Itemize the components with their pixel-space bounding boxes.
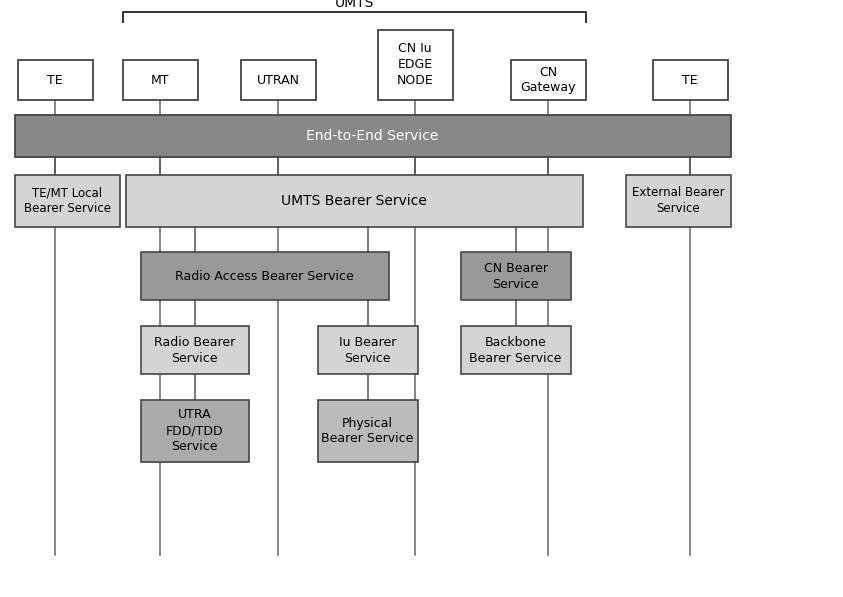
- Text: Radio Bearer
Service: Radio Bearer Service: [154, 336, 235, 365]
- Bar: [240, 60, 315, 100]
- Text: UMTS Bearer Service: UMTS Bearer Service: [281, 194, 427, 208]
- Text: TE/MT Local
Bearer Service: TE/MT Local Bearer Service: [24, 186, 110, 216]
- Bar: [126, 175, 583, 227]
- Text: External Bearer
Service: External Bearer Service: [631, 186, 724, 216]
- Bar: [318, 400, 417, 462]
- Text: CN Iu
EDGE
NODE: CN Iu EDGE NODE: [396, 42, 433, 88]
- Bar: [460, 326, 571, 374]
- Bar: [141, 326, 249, 374]
- Text: UTRAN: UTRAN: [256, 73, 299, 87]
- Text: UMTS: UMTS: [335, 0, 373, 10]
- Bar: [460, 252, 571, 300]
- Bar: [141, 400, 249, 462]
- Bar: [378, 30, 453, 100]
- Bar: [14, 115, 731, 157]
- Text: CN Bearer
Service: CN Bearer Service: [484, 261, 547, 291]
- Text: Radio Access Bearer Service: Radio Access Bearer Service: [175, 269, 354, 282]
- Bar: [511, 60, 586, 100]
- Bar: [122, 60, 197, 100]
- Bar: [18, 60, 93, 100]
- Text: TE: TE: [47, 73, 63, 87]
- Text: Physical
Bearer Service: Physical Bearer Service: [321, 417, 414, 445]
- Bar: [652, 60, 728, 100]
- Bar: [318, 326, 417, 374]
- Text: End-to-End Service: End-to-End Service: [306, 129, 438, 143]
- Bar: [626, 175, 731, 227]
- Bar: [14, 175, 120, 227]
- Text: TE: TE: [682, 73, 698, 87]
- Text: Iu Bearer
Service: Iu Bearer Service: [339, 336, 396, 365]
- Bar: [141, 252, 389, 300]
- Text: CN
Gateway: CN Gateway: [520, 66, 576, 94]
- Text: UTRA
FDD/TDD
Service: UTRA FDD/TDD Service: [166, 408, 223, 454]
- Text: MT: MT: [151, 73, 169, 87]
- Text: Backbone
Bearer Service: Backbone Bearer Service: [470, 336, 561, 365]
